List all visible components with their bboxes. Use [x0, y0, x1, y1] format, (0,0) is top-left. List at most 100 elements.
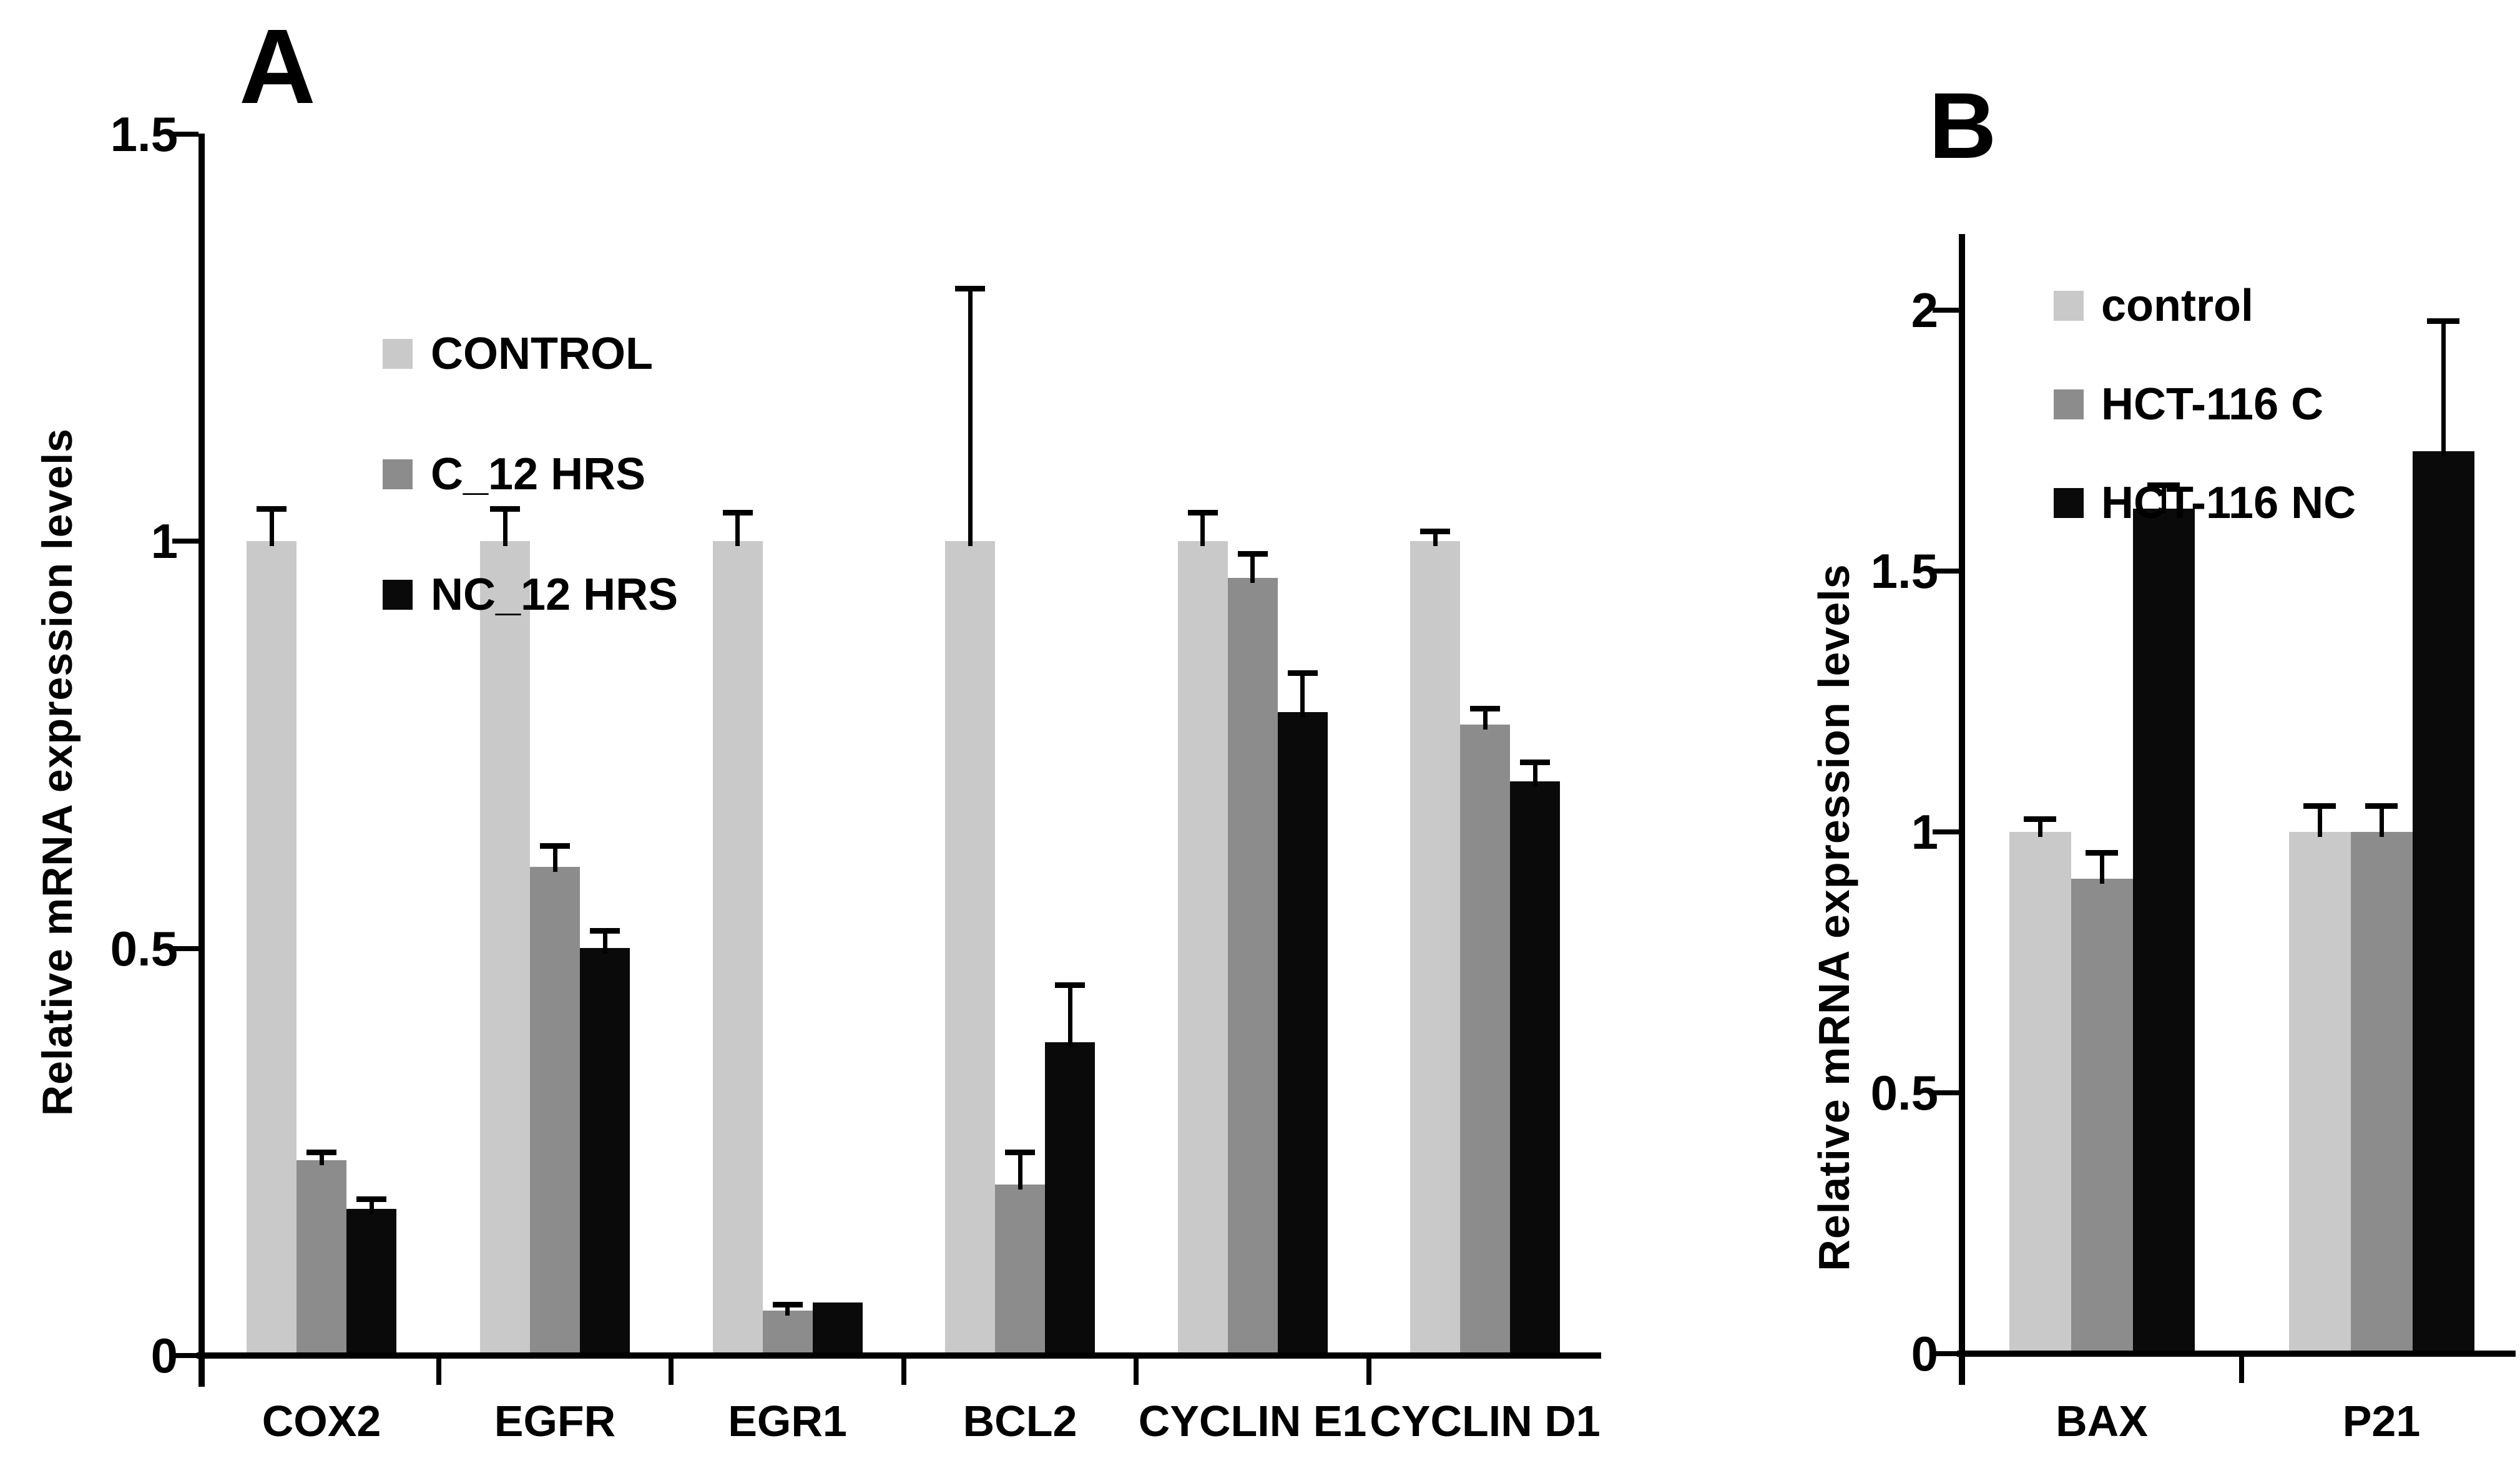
bar	[1510, 781, 1560, 1356]
error-bar-cap	[1420, 529, 1450, 534]
error-bar-cap	[1287, 670, 1318, 676]
category-label: BCL2	[963, 1397, 1077, 1445]
error-bar-cap	[2147, 482, 2180, 488]
x-tick	[1366, 1359, 1371, 1385]
error-bar-cap	[490, 506, 520, 512]
bar	[995, 1185, 1045, 1356]
error-bar	[1067, 985, 1072, 1047]
error-bar	[968, 288, 973, 546]
bar	[1177, 541, 1228, 1356]
error-bar	[1017, 1152, 1022, 1190]
panel-b-label: B	[1929, 73, 1997, 178]
error-bar-cap	[1055, 982, 1085, 988]
y-axis	[1959, 234, 1965, 1385]
y-tick-label: 1	[1911, 804, 1938, 859]
y-tick-label: 1.5	[110, 106, 178, 162]
error-bar-cap	[955, 286, 985, 291]
error-bar	[269, 509, 274, 546]
legend-swatch	[2054, 291, 2084, 321]
error-bar	[1250, 554, 1255, 583]
y-tick	[1933, 829, 1959, 834]
error-bar	[2099, 853, 2104, 884]
y-tick	[172, 131, 199, 137]
x-tick	[669, 1359, 674, 1385]
x-axis	[197, 1352, 1601, 1359]
y-tick-label: 2	[1911, 283, 1938, 338]
x-tick	[901, 1359, 906, 1385]
bar	[712, 541, 763, 1356]
y-tick	[172, 539, 199, 544]
error-bar	[602, 931, 607, 954]
bar	[2132, 509, 2195, 1354]
error-bar-cap	[1237, 551, 1268, 557]
y-tick-label: 0	[1911, 1326, 1938, 1381]
y-axis	[199, 134, 205, 1387]
error-bar-cap	[2086, 850, 2118, 856]
legend-label: C_12 HRS	[431, 449, 646, 499]
error-bar	[1433, 531, 1438, 546]
legend-label: NC_12 HRS	[431, 570, 679, 620]
category-label: EGFR	[494, 1397, 616, 1445]
error-bar-cap	[257, 506, 287, 512]
category-label: BAX	[2056, 1397, 2148, 1445]
bar	[2288, 832, 2351, 1354]
y-tick	[1933, 308, 1959, 313]
category-label: CYCLIN D1	[1370, 1397, 1601, 1445]
x-tick	[1134, 1359, 1139, 1385]
error-bar-cap	[2024, 816, 2056, 822]
y-tick-label: 0	[150, 1328, 178, 1383]
error-bar	[2161, 485, 2166, 514]
error-bar	[735, 512, 740, 546]
bar	[1227, 578, 1278, 1356]
error-bar	[503, 509, 507, 546]
legend-label: control	[2101, 281, 2253, 331]
bar	[346, 1209, 396, 1356]
bar	[1410, 541, 1460, 1356]
category-label: EGR1	[728, 1397, 847, 1445]
error-bar	[2441, 321, 2446, 456]
legend-swatch	[2054, 488, 2084, 518]
error-bar-cap	[1005, 1150, 1035, 1155]
y-tick-label: 0.5	[1870, 1065, 1938, 1120]
bar	[1277, 712, 1328, 1356]
error-bar-cap	[2365, 803, 2398, 809]
error-bar-cap	[722, 510, 753, 516]
bar	[2412, 451, 2474, 1354]
category-label: P21	[2342, 1397, 2421, 1445]
x-tick	[436, 1359, 441, 1385]
error-bar	[2317, 806, 2322, 837]
bar	[945, 541, 995, 1356]
error-bar	[319, 1152, 324, 1165]
bar	[530, 867, 580, 1356]
error-bar	[1300, 673, 1305, 717]
y-tick-label: 1	[150, 514, 178, 569]
panel-a-label: A	[239, 7, 316, 126]
y-tick	[1933, 1090, 1959, 1095]
error-bar	[1200, 512, 1205, 546]
y-tick	[172, 1353, 199, 1358]
error-bar-cap	[1187, 510, 1218, 516]
error-bar-cap	[1470, 706, 1500, 711]
error-bar	[1532, 762, 1537, 786]
error-bar-cap	[356, 1196, 386, 1202]
bar	[762, 1311, 813, 1356]
category-label: CYCLIN E1	[1138, 1397, 1367, 1445]
x-axis	[1957, 1351, 2516, 1357]
error-bar-cap	[2427, 318, 2459, 324]
legend-swatch	[383, 459, 413, 489]
error-bar-cap	[2303, 803, 2336, 809]
bar	[2350, 832, 2413, 1354]
bar	[480, 541, 530, 1356]
category-label: COX2	[262, 1397, 381, 1445]
y-tick	[1933, 569, 1959, 574]
bar	[1045, 1042, 1095, 1356]
error-bar	[1483, 708, 1488, 730]
error-bar	[2379, 806, 2384, 837]
error-bar-cap	[1520, 760, 1550, 765]
bar	[2071, 879, 2133, 1354]
bar	[812, 1302, 863, 1356]
error-bar-cap	[306, 1150, 336, 1155]
